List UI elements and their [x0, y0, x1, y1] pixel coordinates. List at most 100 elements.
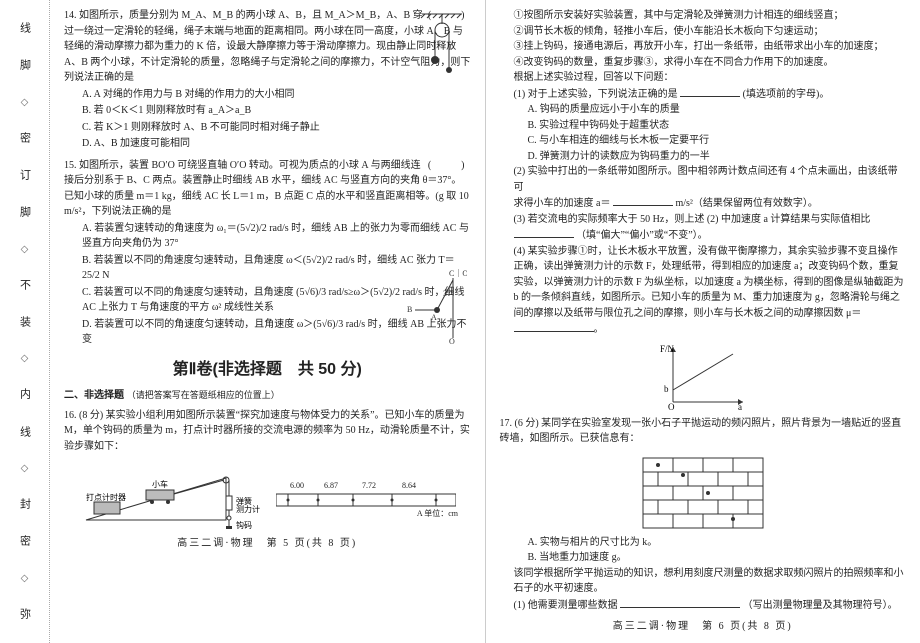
margin-diamond: ◇ — [21, 573, 29, 584]
q17-p1: (1) 他需要测量哪些数据 （写出测量物理量及其物理符号）。 — [500, 597, 907, 614]
exam-spread: 线 脚 ◇ 密 订 脚 ◇ 不 装 ◇ 内 线 ◇ 封 密 ◇ 弥 ( ) 14… — [0, 0, 920, 643]
q17-infoB: B. 当地重力加速度 g。 — [500, 550, 907, 566]
q14-optB: B. 若 0＜K＜1 则刚释放时有 a_A＞a_B — [82, 103, 471, 119]
margin-diamond: ◇ — [21, 244, 29, 255]
q17-infoA: A. 实物与相片的尺寸比为 k。 — [500, 535, 907, 551]
q16-graph: F/N a b O — [658, 342, 748, 412]
q15-number: 15. — [64, 160, 77, 171]
svg-text:O: O — [668, 402, 675, 412]
q14-optD: D. A、B 加速度可能相同 — [82, 136, 471, 152]
q16-p1-B: B. 实验过程中钩码处于超重状态 — [500, 118, 907, 134]
q16-step-4: ④改变钩码的数量，重复步骤③，求得小车在不同合力作用下的加速度。 — [500, 55, 907, 71]
q16-p1-A: A. 钩码的质量应远小于小车的质量 — [500, 102, 907, 118]
svg-text:测力计: 测力计 — [236, 504, 260, 514]
margin-char: 脚 — [17, 59, 33, 72]
q17-p1-text: (1) 他需要测量哪些数据 — [514, 600, 618, 611]
q16-after-steps: 根据上述实验过程，回答以下问题： — [500, 70, 907, 86]
section-2-title: 第Ⅱ卷(非选择题 共 50 分) — [64, 358, 471, 383]
q16-p2b-line: 求得小车的加速度 a＝ m/s²（结果保留两位有效数字）。 — [500, 195, 907, 212]
question-17: 17. (6 分) 某同学在实验室发现一张小石子平抛运动的频闪照片，照片背景为一… — [500, 416, 907, 447]
margin-char: 密 — [17, 535, 33, 548]
svg-text:打点计时器: 打点计时器 — [86, 492, 126, 502]
q17-stem2: 该同学根据所学平抛运动的知识，想利用刻度尺测量的数据求取频闪照片的拍照频率和小石… — [500, 566, 907, 597]
svg-text:A: A — [431, 313, 437, 322]
q14-options: A. A 对绳的作用力与 B 对绳的作用力的大小相同 B. 若 0＜K＜1 则刚… — [64, 87, 471, 152]
svg-text:B: B — [407, 305, 412, 314]
q16-step-1: ①按图所示安装好实验装置，其中与定滑轮及弹簧测力计相连的细线竖直； — [500, 8, 907, 24]
q14-optA: A. A 对绳的作用力与 B 对绳的作用力的大小相同 — [82, 87, 471, 103]
q16-stem: (8 分) 某实验小组利用如图所示装置“探究加速度与物体受力的关系”。已知小车的… — [64, 410, 470, 452]
tape-unit: A 单位：cm — [417, 508, 458, 520]
part2-title: 二、非选择题 — [64, 390, 124, 401]
blank — [514, 321, 594, 332]
tape-val-1: 6.87 — [324, 480, 338, 492]
svg-text:37°: 37° — [443, 289, 454, 298]
margin-char: 装 — [17, 316, 33, 329]
q16-p2c: m/s²（结果保留两位有效数字）。 — [675, 198, 817, 209]
q16-p1-note: (填选项前的字母)。 — [743, 89, 830, 100]
graph-intercept: b — [664, 384, 669, 394]
answer-paren: ( ) — [428, 158, 471, 174]
svg-text:小车: 小车 — [152, 479, 168, 489]
q14-stem: 如图所示，质量分别为 M_A、M_B 的两小球 A、B，且 M_A＞M_B，A、… — [64, 10, 470, 83]
margin-char: 密 — [17, 132, 33, 145]
blank — [680, 86, 740, 97]
q16-p1-text: (1) 对于上述实验，下列说法正确的是 — [514, 89, 678, 100]
part2-heading: 二、非选择题 （请把答案写在答题纸相应的位置上） — [64, 388, 471, 404]
q17-stem: (6 分) 某同学在实验室发现一张小石子平抛运动的频闪照片，照片背景为一墙贴近的… — [500, 418, 902, 445]
graph-x-label: a — [738, 402, 742, 412]
blank — [514, 227, 574, 238]
margin-char: 线 — [17, 22, 33, 35]
margin-char: 弥 — [17, 608, 33, 621]
q16-step-2: ②调节长木板的倾角，轻推小车后，使小车能沿长木板向下匀速运动； — [500, 24, 907, 40]
q16-p4-text: (4) 某实验步骤①时，让长木板水平放置，没有做平衡摩擦力，其余实验步骤不变且操… — [514, 246, 904, 319]
margin-char: 内 — [17, 388, 33, 401]
q14-optC: C. 若 K＞1 则刚释放时 A、B 不可能同时相对绳子静止 — [82, 120, 471, 136]
q14-figure — [417, 10, 467, 90]
margin-diamond: ◇ — [21, 97, 29, 108]
q16-p1-C: C. 与小车相连的细线与长木板一定要平行 — [500, 133, 907, 149]
blank — [613, 195, 673, 206]
page-5: ( ) 14. 如图所示，质量分别为 M_A、M_B 的两小球 A、B，且 M_… — [50, 0, 486, 643]
q16-p1-D: D. 弹簧测力计的读数应为钩码重力的一半 — [500, 149, 907, 165]
part2-note: （请把答案写在答题纸相应的位置上） — [127, 390, 280, 400]
q16-p4: (4) 某实验步骤①时，让长木板水平放置，没有做平衡摩擦力，其余实验步骤不变且操… — [500, 244, 907, 338]
q16-p1: (1) 对于上述实验，下列说法正确的是 (填选项前的字母)。 — [500, 86, 907, 103]
blank — [620, 597, 740, 608]
margin-diamond: ◇ — [21, 353, 29, 364]
graph-y-label: F/N — [660, 344, 675, 354]
tape-val-2: 7.72 — [362, 480, 376, 492]
margin-char: 不 — [17, 279, 33, 292]
q17-figure — [633, 453, 773, 533]
q16-apparatus-figure: 打点计时器 小车 弹簧 测力计 钩码 — [76, 460, 456, 530]
svg-text:C｜O′: C｜O′ — [449, 269, 467, 278]
q15-stem: 如图所示，装置 BO′O 可绕竖直轴 O′O 转动。可视为质点的小球 A 与两细… — [64, 160, 469, 218]
margin-diamond: ◇ — [21, 463, 29, 474]
q17-number: 17. — [500, 418, 513, 429]
q16-number: 16. — [64, 410, 77, 421]
q16-step-3: ③挂上钩码，接通电源后，再放开小车，打出一条纸带，由纸带求出小车的加速度； — [500, 39, 907, 55]
q16-p2a: (2) 实验中打出的一条纸带如图所示。图中相邻两计数点间还有 4 个点未画出，由… — [500, 164, 907, 195]
svg-text:钩码: 钩码 — [236, 520, 252, 530]
page-6-footer: 高三二调·物理 第 6 页(共 8 页) — [500, 619, 907, 635]
q15-optA: A. 若装置匀速转动的角速度为 ω₁＝(5√2)/2 rad/s 时，细线 AB… — [82, 221, 471, 252]
margin-char: 线 — [17, 426, 33, 439]
tape-val-3: 8.64 — [402, 480, 416, 492]
q15-figure: C｜O′ B A O 37° — [407, 268, 467, 348]
binding-margin: 线 脚 ◇ 密 订 脚 ◇ 不 装 ◇ 内 线 ◇ 封 密 ◇ 弥 — [0, 0, 50, 643]
q16-p2b: 求得小车的加速度 a＝ — [514, 198, 611, 209]
tape-val-0: 6.00 — [290, 480, 304, 492]
q17-p1-note: （写出测量物理量及其物理符号）。 — [743, 600, 898, 611]
question-15: ( ) 15. 如图所示，装置 BO′O 可绕竖直轴 O′O 转动。可视为质点的… — [64, 158, 471, 348]
margin-char: 封 — [17, 498, 33, 511]
svg-text:O: O — [449, 337, 455, 346]
q16-p3b: （填“偏大”“偏小”或“不变”）。 — [576, 230, 708, 241]
page-5-footer: 高三二调·物理 第 5 页(共 8 页) — [64, 536, 471, 552]
margin-char: 脚 — [17, 206, 33, 219]
question-16: 16. (8 分) 某实验小组利用如图所示装置“探究加速度与物体受力的关系”。已… — [64, 408, 471, 455]
q14-number: 14. — [64, 10, 77, 21]
q16-p3a: (3) 若交流电的实际频率大于 50 Hz，则上述 (2) 中加速度 a 计算结… — [500, 212, 907, 228]
margin-char: 订 — [17, 169, 33, 182]
page-6: ①按图所示安装好实验装置，其中与定滑轮及弹簧测力计相连的细线竖直； ②调节长木板… — [486, 0, 920, 643]
question-14: ( ) 14. 如图所示，质量分别为 M_A、M_B 的两小球 A、B，且 M_… — [64, 8, 471, 152]
